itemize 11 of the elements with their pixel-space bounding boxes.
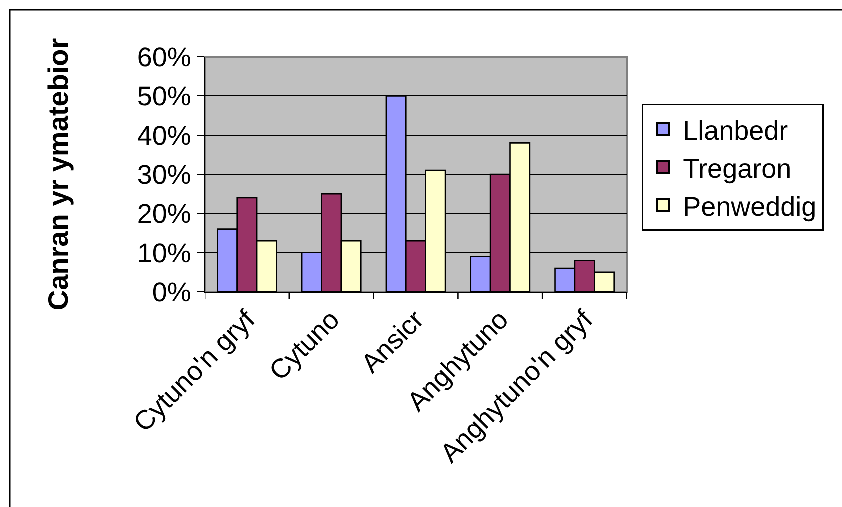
y-tick-label: 30%: [137, 160, 192, 190]
y-tick-label: 40%: [137, 120, 192, 151]
y-tick-label: 60%: [137, 42, 192, 72]
legend-label: Penweddig: [683, 192, 817, 222]
y-tick-label: 20%: [137, 199, 192, 230]
legend-label: Tregaron: [683, 154, 792, 184]
y-tick-label: 50%: [137, 82, 192, 112]
legend-label: Llanbedr: [683, 116, 788, 146]
y-axis-title: Canran yr ymatebior: [43, 38, 74, 311]
y-tick-label: 0%: [152, 277, 192, 308]
y-tick-label: 10%: [137, 238, 192, 268]
